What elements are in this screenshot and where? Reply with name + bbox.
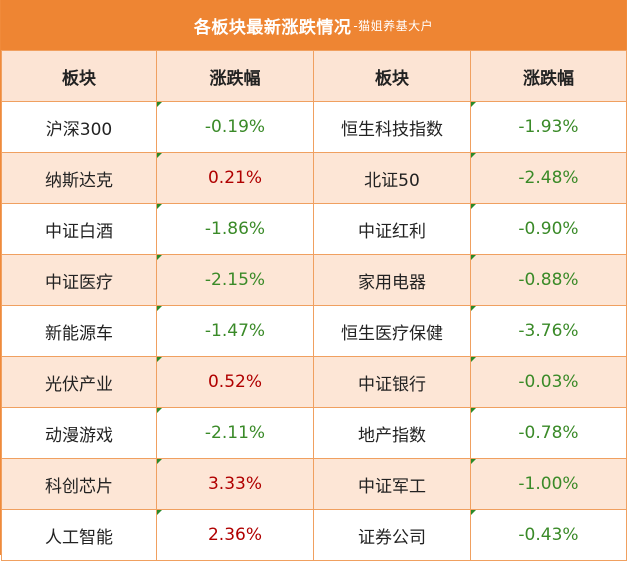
sector-name: 光伏产业 <box>1 356 157 408</box>
table-row: 新能源车 -1.47% 恒生医疗保健 -3.76% <box>1 305 627 357</box>
sector-name: 恒生科技指数 <box>313 101 471 153</box>
sector-change: 0.52% <box>156 356 314 408</box>
sector-name: 恒生医疗保健 <box>313 305 471 357</box>
title-bar: 各板块最新涨跌情况 -猫姐养基大户 <box>1 0 626 50</box>
sector-name: 证券公司 <box>313 509 471 561</box>
table-row: 动漫游戏 -2.11% 地产指数 -0.78% <box>1 407 627 459</box>
sector-change: -0.90% <box>470 203 627 255</box>
table-row: 光伏产业 0.52% 中证银行 -0.03% <box>1 356 627 408</box>
table-body: 沪深300 -0.19% 恒生科技指数 -1.93% 纳斯达克 0.21% 北证… <box>1 101 627 561</box>
sector-change: -1.86% <box>156 203 314 255</box>
header-change-left: 涨跌幅 <box>156 50 314 102</box>
sector-name: 家用电器 <box>313 254 471 306</box>
header-sector-right: 板块 <box>313 50 471 102</box>
sector-change: -0.88% <box>470 254 627 306</box>
table-row: 人工智能 2.36% 证券公司 -0.43% <box>1 509 627 561</box>
sector-name: 北证50 <box>313 152 471 204</box>
sector-name: 地产指数 <box>313 407 471 459</box>
table-row: 纳斯达克 0.21% 北证50 -2.48% <box>1 152 627 204</box>
sector-change: -1.93% <box>470 101 627 153</box>
sector-change: -0.78% <box>470 407 627 459</box>
sector-change: -0.43% <box>470 509 627 561</box>
table-row: 沪深300 -0.19% 恒生科技指数 -1.93% <box>1 101 627 153</box>
sector-change: -0.03% <box>470 356 627 408</box>
page-title: 各板块最新涨跌情况 <box>193 17 352 38</box>
table-row: 中证医疗 -2.15% 家用电器 -0.88% <box>1 254 627 306</box>
sector-name: 纳斯达克 <box>1 152 157 204</box>
sector-change: -1.47% <box>156 305 314 357</box>
sector-name: 中证红利 <box>313 203 471 255</box>
sector-name: 人工智能 <box>1 509 157 561</box>
sector-name: 中证银行 <box>313 356 471 408</box>
sector-change: -0.19% <box>156 101 314 153</box>
sector-change: -1.00% <box>470 458 627 510</box>
table-header-row: 板块 涨跌幅 板块 涨跌幅 <box>1 50 627 102</box>
sector-name: 沪深300 <box>1 101 157 153</box>
sector-change: 2.36% <box>156 509 314 561</box>
sector-name: 动漫游戏 <box>1 407 157 459</box>
sector-name: 中证白酒 <box>1 203 157 255</box>
sector-change: 3.33% <box>156 458 314 510</box>
table-row: 中证白酒 -1.86% 中证红利 -0.90% <box>1 203 627 255</box>
sector-name: 中证军工 <box>313 458 471 510</box>
header-sector-left: 板块 <box>1 50 157 102</box>
sector-change-table: 板块 涨跌幅 板块 涨跌幅 沪深300 -0.19% 恒生科技指数 -1.93%… <box>1 50 627 561</box>
sector-change: -3.76% <box>470 305 627 357</box>
table-row: 科创芯片 3.33% 中证军工 -1.00% <box>1 458 627 510</box>
sector-change: -2.48% <box>470 152 627 204</box>
header-change-right: 涨跌幅 <box>470 50 627 102</box>
sector-name: 新能源车 <box>1 305 157 357</box>
page-subtitle: -猫姐养基大户 <box>353 18 434 33</box>
sector-name: 科创芯片 <box>1 458 157 510</box>
sector-change: 0.21% <box>156 152 314 204</box>
sector-change: -2.15% <box>156 254 314 306</box>
sector-name: 中证医疗 <box>1 254 157 306</box>
sector-change: -2.11% <box>156 407 314 459</box>
